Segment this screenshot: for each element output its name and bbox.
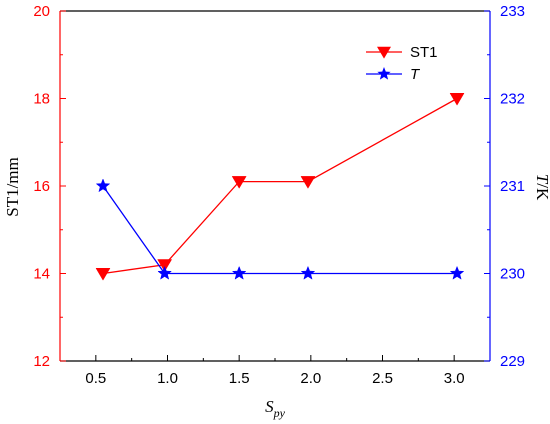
legend-marker-st1 [377,46,391,59]
x-axis-title-main: S [265,397,274,416]
x-tick-label: 2.0 [300,370,321,387]
data-point-st1 [157,259,173,272]
legend: ST1 T [366,44,438,83]
left-y-tick-label: 16 [33,178,50,195]
left-y-tick-label: 12 [33,353,50,370]
data-point-t [449,265,465,280]
x-tick-label: 1.5 [229,370,250,387]
right-y-axis-title-unit: /K [533,183,550,201]
series-line-st1 [102,97,458,275]
left-y-tick-label: 14 [33,266,50,283]
data-point-t [157,265,172,280]
left-y-axis-title: ST1/mm [3,157,22,217]
right-y-tick-label: 231 [500,178,525,195]
series-line-t [102,185,458,275]
x-tick-label: 0.5 [85,370,106,387]
x-axis-title-subscript: py [273,406,286,420]
right-y-axis-title-symbol: T [533,174,550,185]
data-point-st1 [231,176,247,189]
data-point-t [95,178,111,193]
data-point-t [300,265,316,280]
right-y-tick-label: 232 [500,91,525,108]
right-y-axis-title: T/K [533,174,550,201]
legend-label-t: T [410,66,421,83]
x-tick-label: 2.5 [372,370,393,387]
x-tick-label: 1.0 [157,370,178,387]
data-point-st1 [300,176,316,189]
data-point-st1 [95,268,111,281]
data-point-t [231,265,247,280]
left-y-tick-label: 18 [33,91,50,108]
x-axis-title: Spy [265,397,286,420]
data-point-st1 [449,93,465,106]
left-y-tick-label: 20 [33,3,50,20]
legend-marker-t [377,67,391,80]
right-y-tick-label: 233 [500,3,525,20]
legend-label-st1: ST1 [410,44,438,61]
right-y-tick-label: 229 [500,353,525,370]
x-tick-label: 3.0 [444,370,465,387]
right-y-tick-label: 230 [500,266,525,283]
